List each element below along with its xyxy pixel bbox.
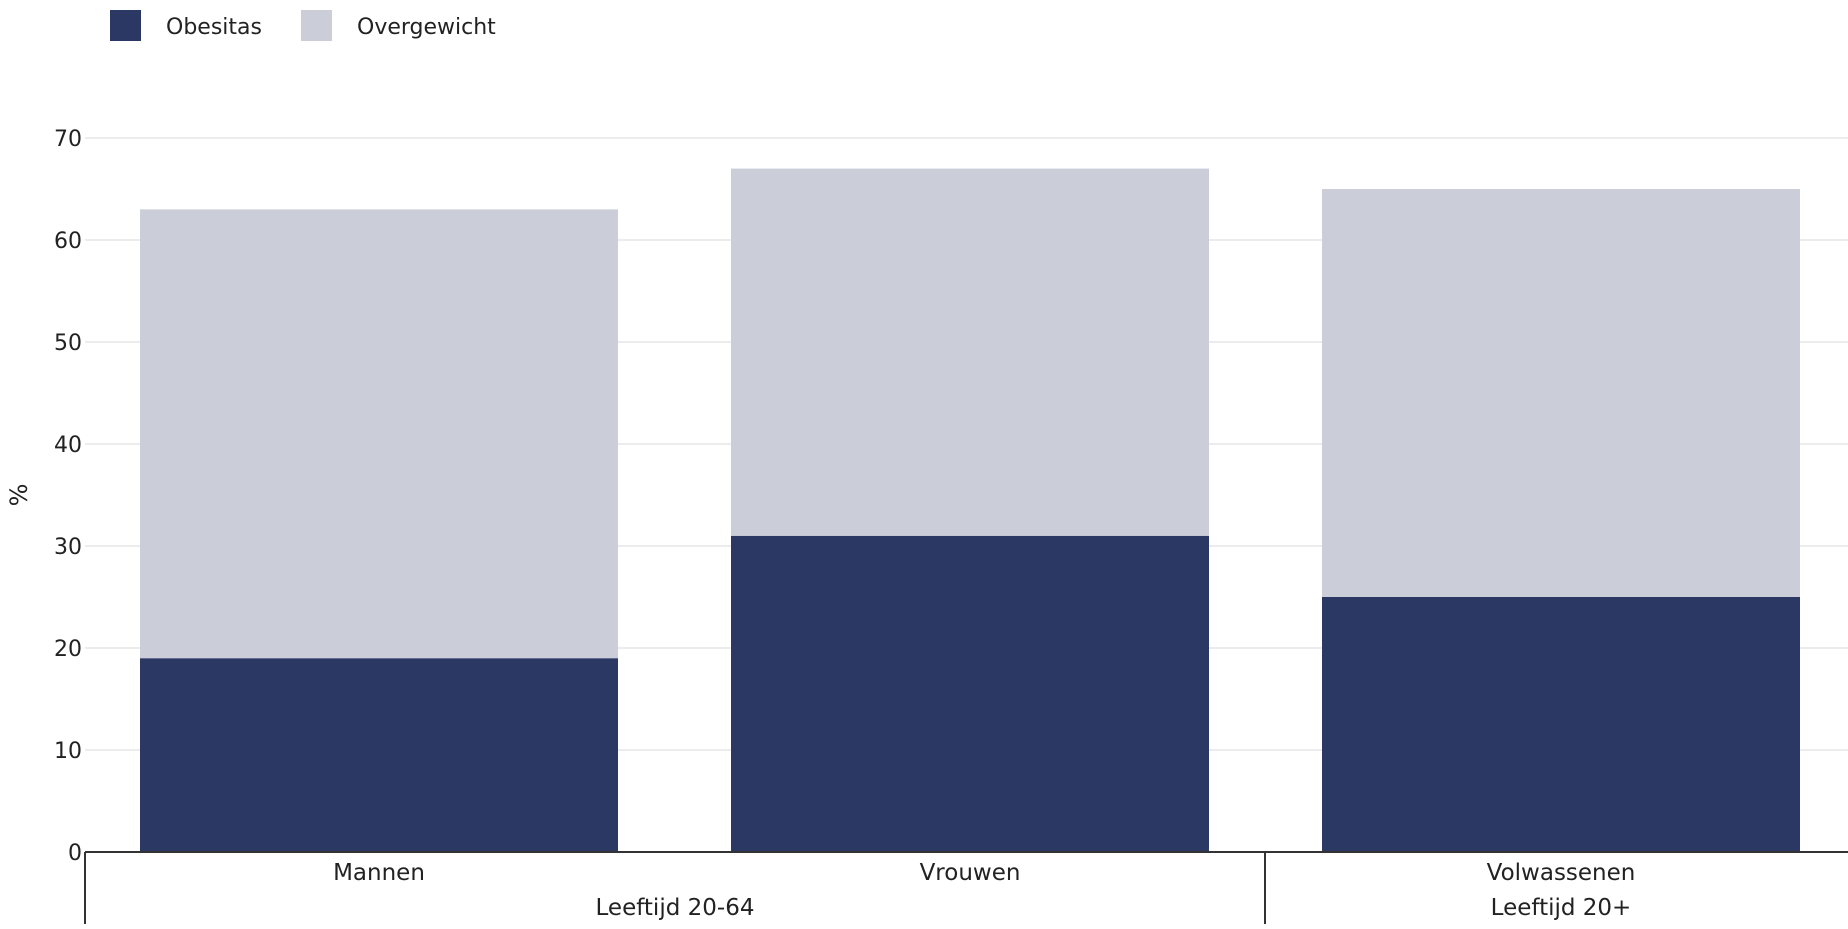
- y-tick-label: 10: [54, 739, 82, 764]
- x-category-label: Vrouwen: [920, 860, 1021, 886]
- x-category-label: Mannen: [333, 860, 425, 886]
- x-category-label: Volwassenen: [1487, 860, 1636, 886]
- legend: Obesitas Overgewicht: [110, 10, 496, 41]
- x-group-label: Leeftijd 20-64: [596, 895, 755, 921]
- legend-item[interactable]: Overgewicht: [301, 10, 496, 41]
- y-tick-label: 30: [54, 535, 82, 560]
- y-tick-label: 70: [54, 127, 82, 152]
- bar-obesitas-vrouwen: [731, 535, 1209, 852]
- bar-obesitas-volwassenen: [1322, 597, 1800, 852]
- x-axis: Mannen Vrouwen Volwassenen Leeftijd 20-64 Le…: [84, 851, 1848, 924]
- bar-obesitas-mannen: [140, 658, 618, 852]
- y-tick-label: 60: [54, 229, 82, 254]
- bar-overgewicht-mannen: [140, 209, 618, 659]
- bar-overgewicht-vrouwen: [731, 168, 1209, 536]
- y-tick-label: 20: [54, 637, 82, 662]
- x-group-label: Leeftijd 20+: [1491, 895, 1632, 921]
- legend-item[interactable]: Obesitas: [110, 10, 262, 41]
- legend-swatch: [110, 10, 141, 41]
- y-axis: 0 10 20 30 40 50 60 70: [54, 127, 82, 866]
- legend-label: Obesitas: [166, 15, 262, 40]
- legend-swatch: [301, 10, 332, 41]
- y-tick-label: 40: [54, 433, 82, 458]
- y-tick-label: 50: [54, 331, 82, 356]
- y-tick-label: 0: [68, 841, 82, 866]
- bars: [140, 168, 1800, 852]
- legend-label: Overgewicht: [357, 15, 496, 40]
- bar-overgewicht-volwassenen: [1322, 189, 1800, 597]
- y-axis-title: %: [5, 484, 33, 507]
